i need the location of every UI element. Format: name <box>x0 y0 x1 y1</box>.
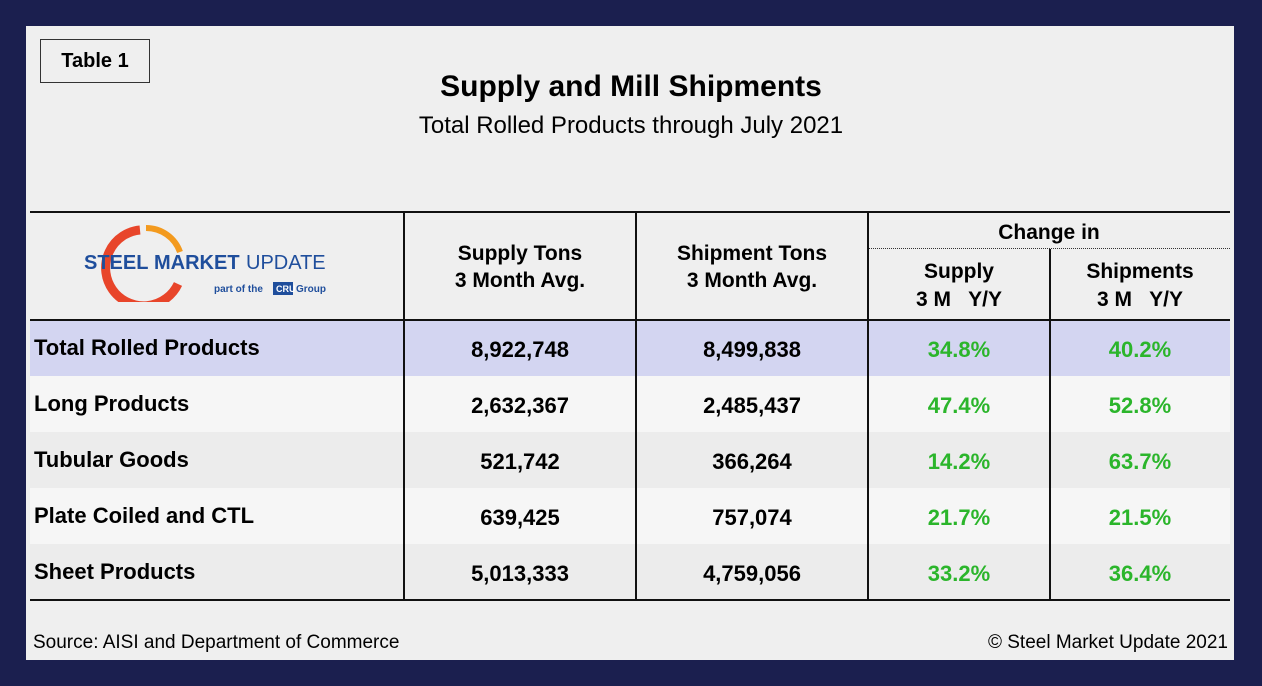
column-rule <box>403 212 405 600</box>
row-label: Total Rolled Products <box>34 335 260 360</box>
cell: 21.5% <box>1108 505 1172 530</box>
row-label: Sheet Products <box>34 559 196 584</box>
cell: 36.4% <box>1108 561 1172 586</box>
cell: 4,759,056 <box>703 561 801 586</box>
cell: 757,074 <box>712 505 792 530</box>
cell: 2,485,437 <box>703 393 801 418</box>
cell: 52.8% <box>1108 393 1172 418</box>
column-subheader: 3 M Y/Y <box>916 288 1002 311</box>
table-rule <box>30 319 1230 321</box>
cell: 47.4% <box>927 393 991 418</box>
row-background <box>30 376 1230 432</box>
cell: 14.2% <box>927 449 991 474</box>
group-header: Change in <box>998 221 1100 244</box>
row-background <box>30 544 1230 600</box>
cell: 63.7% <box>1108 449 1172 474</box>
row-background <box>30 488 1230 544</box>
column-header: 3 Month Avg. <box>454 269 586 292</box>
logo-text: STEEL <box>84 252 148 274</box>
cell: 40.2% <box>1108 337 1172 362</box>
logo-tagline: Group <box>296 284 326 295</box>
source: Source: AISI and Department of Commerce <box>33 632 400 653</box>
logo-swoosh <box>101 225 183 302</box>
logo-swoosh <box>145 224 183 254</box>
cell: 8,922,748 <box>471 337 569 362</box>
column-rule <box>635 212 637 600</box>
table-rule <box>30 599 1230 601</box>
column-header: 3 Month Avg. <box>686 269 818 292</box>
logo-text: MARKET <box>154 252 240 274</box>
logo-text: UPDATE <box>246 252 326 274</box>
dotted-rule <box>868 248 1230 249</box>
column-header: Shipment Tons <box>676 242 828 265</box>
column-subheader: 3 M Y/Y <box>1097 288 1183 311</box>
row-label: Long Products <box>34 391 190 416</box>
cell: 2,632,367 <box>471 393 569 418</box>
cell: 33.2% <box>927 561 991 586</box>
column-subheader: Shipments <box>1086 260 1194 283</box>
row-background <box>30 320 1230 376</box>
cell: 366,264 <box>712 449 792 474</box>
copyright: © Steel Market Update 2021 <box>987 632 1228 653</box>
table-rule <box>30 211 1230 213</box>
column-rule <box>1049 249 1051 600</box>
cell: 639,425 <box>480 505 560 530</box>
table-label: Table 1 <box>40 39 150 83</box>
column-rule <box>867 212 869 600</box>
logo-tagline: part of the <box>214 284 263 295</box>
cell: 521,742 <box>480 449 560 474</box>
cell: 8,499,838 <box>703 337 801 362</box>
row-label: Plate Coiled and CTL <box>34 503 255 528</box>
cell: 21.7% <box>927 505 991 530</box>
column-subheader: Supply <box>923 260 994 283</box>
column-header: Supply Tons <box>457 242 583 265</box>
row-background <box>30 432 1230 488</box>
logo-badge <box>273 282 293 295</box>
logo-tagline: CRU <box>276 284 296 294</box>
subtitle: Total Rolled Products through July 2021 <box>418 112 844 139</box>
cell: 34.8% <box>927 337 991 362</box>
cell: 5,013,333 <box>471 561 569 586</box>
row-label: Tubular Goods <box>34 447 189 472</box>
title: Supply and Mill Shipments <box>440 70 822 103</box>
logo: STEEL MARKET UPDATE part of the CRU Grou… <box>84 224 326 302</box>
